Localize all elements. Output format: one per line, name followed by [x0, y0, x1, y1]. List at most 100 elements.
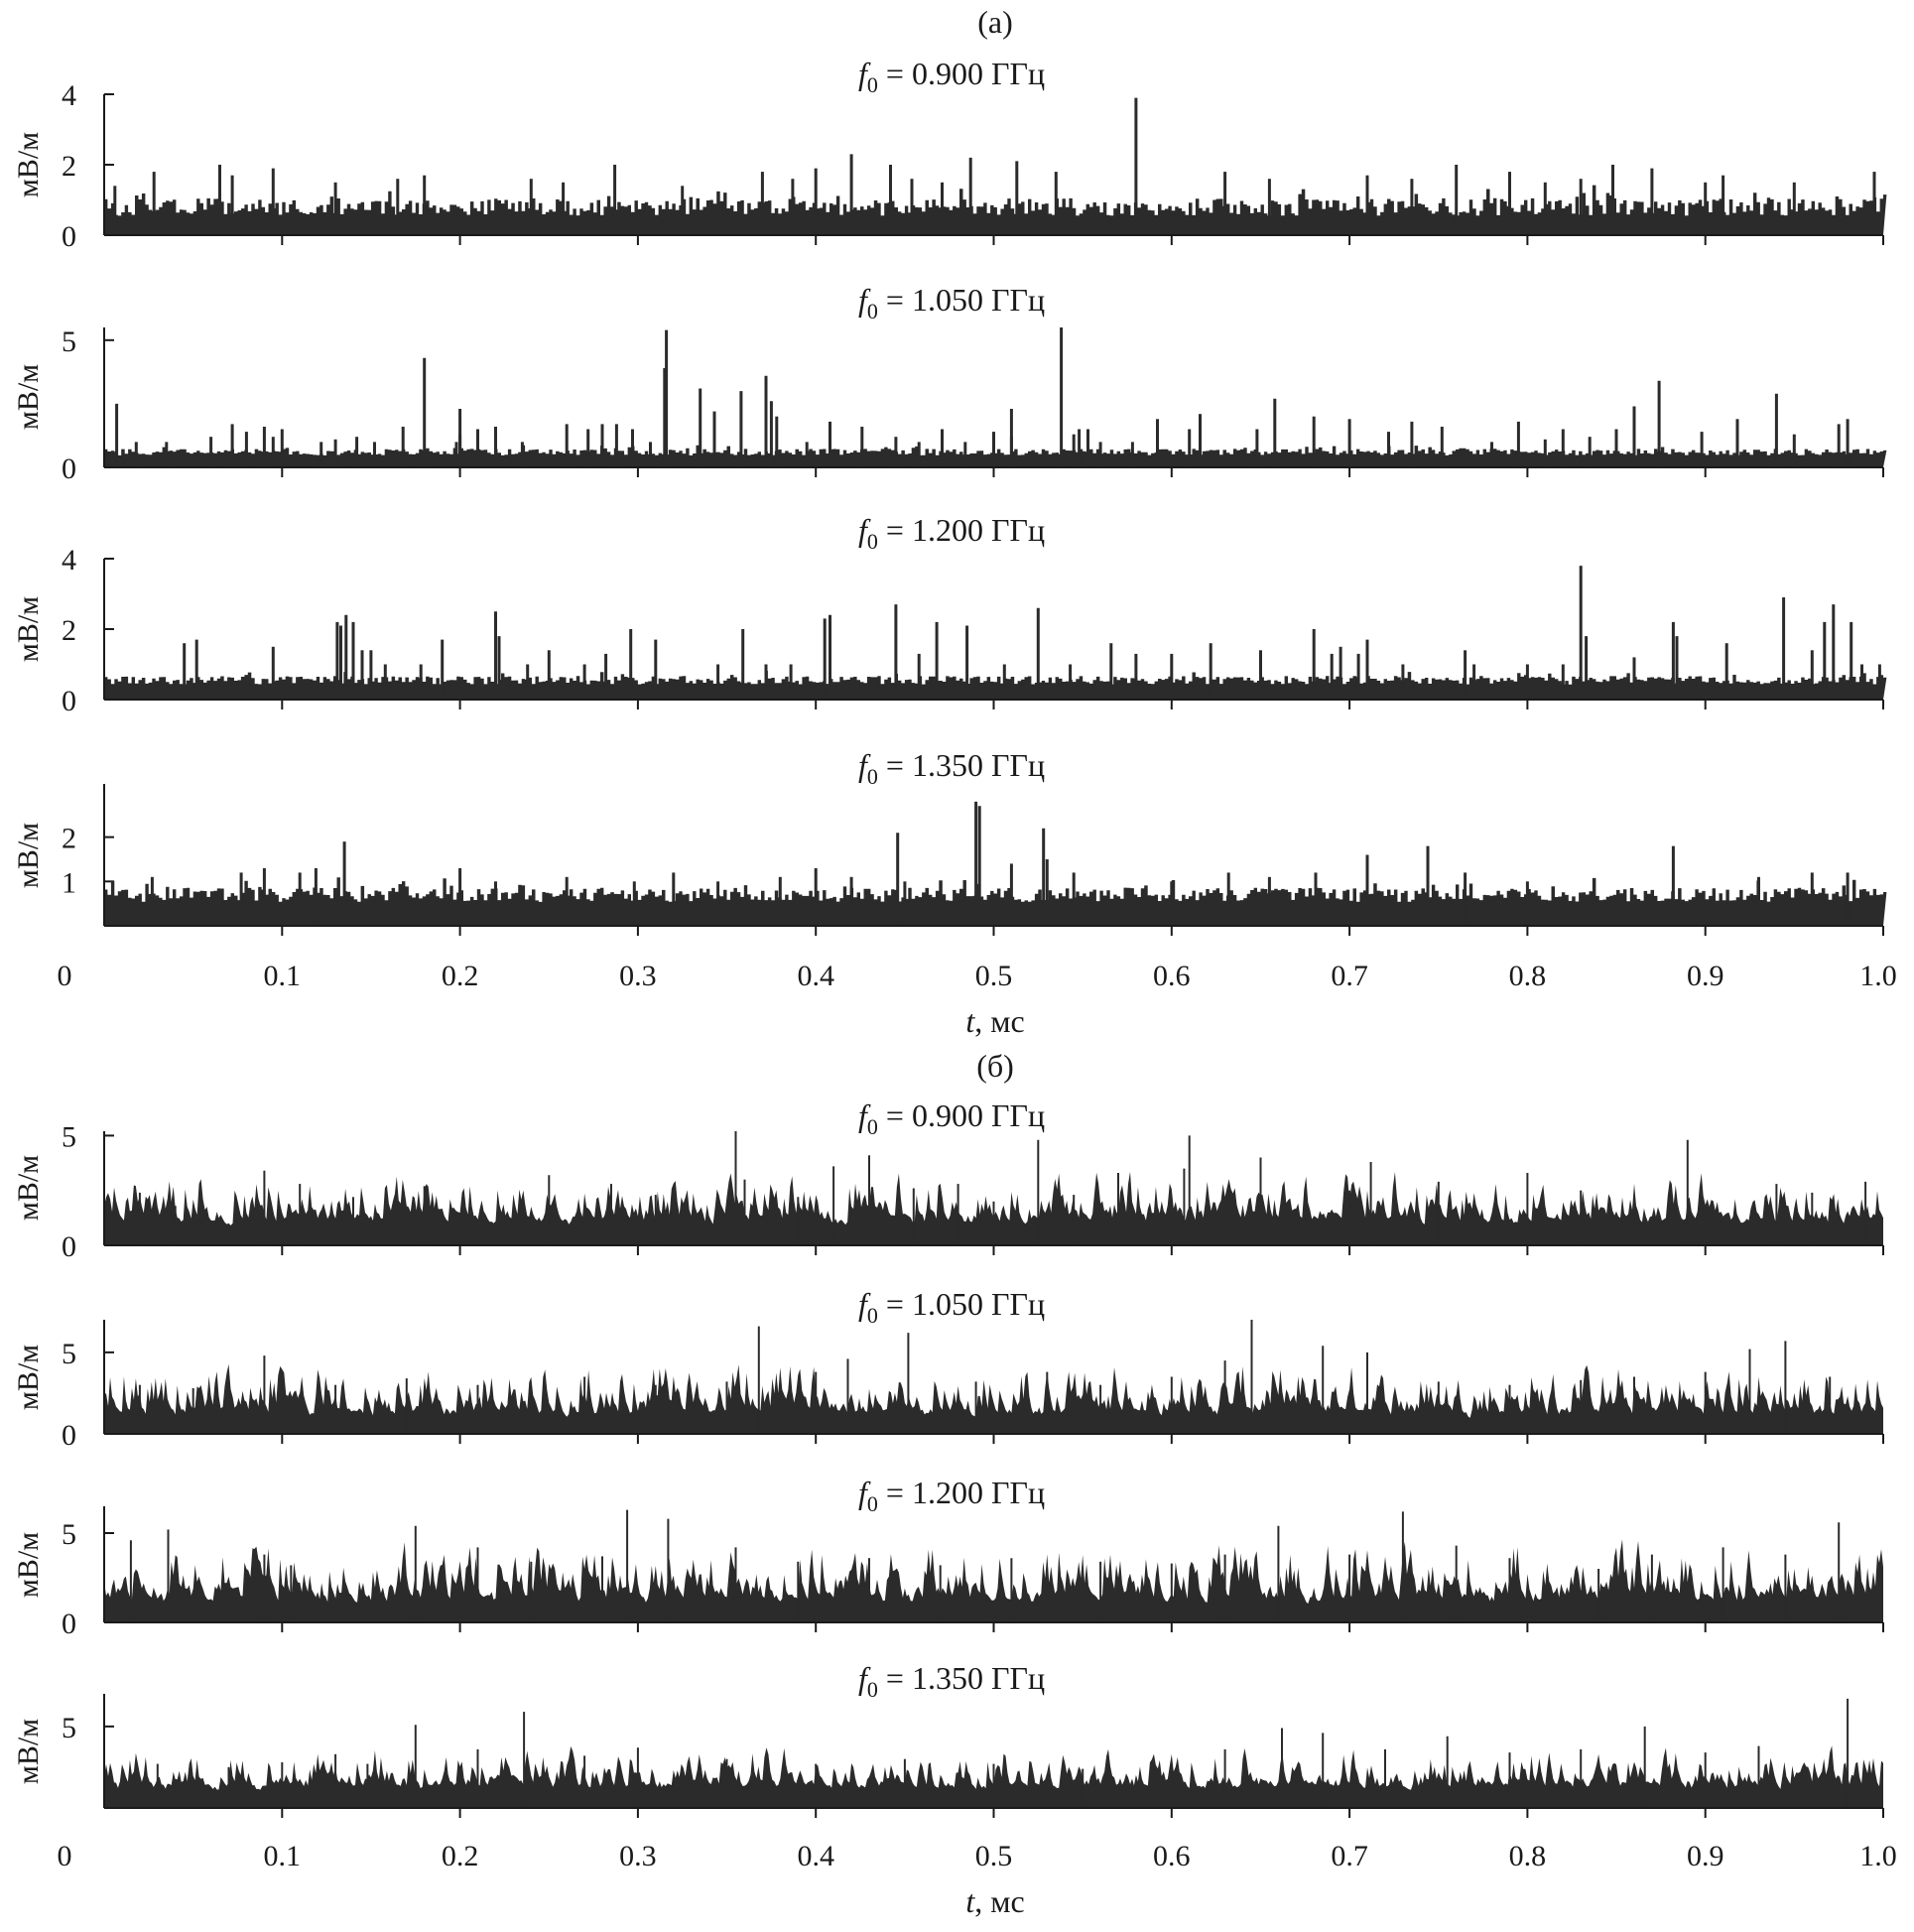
panel-b3-yticks: 05 [62, 1518, 114, 1640]
panel-a4: f0 = 1.350 ГГц мВ/м 12 [12, 747, 1887, 936]
xtick-label: 0.8 [1509, 960, 1547, 992]
panel-b2-ylabel: мВ/м [12, 1345, 45, 1410]
panel-b4-yticks: 5 [62, 1712, 114, 1744]
ytick-label: 5 [62, 325, 76, 358]
panel-a4-yticks: 12 [62, 823, 114, 899]
figure-b: (б) f0 = 0.900 ГГц мВ/м 05 f0 = 1.050 ГГц … [12, 1048, 1897, 1919]
xtick-label: 0.5 [975, 1840, 1013, 1872]
panel-a3: f0 = 1.200 ГГц мВ/м 0 2 4 [12, 512, 1887, 717]
ytick-label: 1 [62, 866, 76, 899]
figure-b-label: (б) [976, 1048, 1014, 1084]
panel-a2-yticks: 05 [62, 325, 114, 485]
xtick-label: 0.6 [1153, 1840, 1191, 1872]
ytick-label: 0 [62, 452, 76, 485]
xtick-label: 0.3 [619, 960, 657, 992]
panel-a2-xtick-marks [281, 467, 1884, 477]
xtick-label: 0.7 [1331, 1840, 1368, 1872]
xtick-label: 0.2 [442, 1840, 479, 1872]
xtick-label: 1.0 [1859, 1840, 1897, 1872]
signal-noise-area [104, 1539, 1883, 1622]
panel-b3-title: f0 = 1.200 ГГц [858, 1475, 1045, 1516]
panel-a1-signal [104, 97, 1887, 235]
xtick-label: 0.2 [442, 960, 479, 992]
xtick-label: 0 [58, 1840, 72, 1872]
ytick-label: 4 [62, 544, 76, 577]
panel-a3-signal [104, 566, 1887, 700]
panel-b1-xtick-marks [281, 1245, 1884, 1255]
ytick-label: 0 [62, 1230, 76, 1263]
xtick-label: 0.4 [797, 1840, 834, 1872]
panel-b3-signal [104, 1509, 1883, 1622]
ytick-label: 0 [62, 1608, 76, 1640]
ytick-label: 2 [62, 614, 76, 647]
panel-b2: f0 = 1.050 ГГц мВ/м 0 5 [12, 1286, 1884, 1452]
signal-noise-area [104, 445, 1887, 467]
panel-b1-ylabel: мВ/м [12, 1155, 45, 1221]
panel-a4-xtick-marks [281, 926, 1884, 936]
panel-a3-yticks: 0 2 4 [62, 544, 114, 717]
figure-a-label: (а) [977, 4, 1013, 40]
panel-a2-signal [104, 327, 1887, 467]
figure-b-xlabel: t, мс [965, 1883, 1024, 1919]
panel-a1-title: f0 = 0.900 ГГц [858, 56, 1045, 97]
xtick-label: 0.9 [1687, 960, 1724, 992]
panel-a3-title: f0 = 1.200 ГГц [858, 512, 1045, 554]
ytick-label: 5 [62, 1518, 76, 1551]
panel-a1-yticks: 0 2 4 [62, 79, 114, 253]
ytick-label: 0 [62, 220, 76, 253]
panel-b1-title: f0 = 0.900 ГГц [858, 1097, 1045, 1139]
ytick-label: 2 [62, 150, 76, 183]
xtick-label: 0.5 [975, 960, 1013, 992]
panel-a4-title: f0 = 1.350 ГГц [858, 747, 1045, 789]
panel-b4-xtick-marks [281, 1808, 1884, 1818]
xtick-label: 1.0 [1859, 960, 1897, 992]
xtick-label: 0.4 [797, 960, 834, 992]
panel-a4-ylabel: мВ/м [12, 823, 45, 888]
signal-noise-area [104, 1363, 1883, 1434]
signal-noise-area [104, 185, 1887, 235]
xtick-label: 0.8 [1509, 1840, 1547, 1872]
figure-a-xtick-labels: 0 0.1 0.2 0.3 0.4 0.5 0.6 0.7 0.8 0.9 1.0 [58, 960, 1897, 992]
panel-b1: f0 = 0.900 ГГц мВ/м 0 5 [12, 1097, 1884, 1263]
ytick-label: 5 [62, 1712, 76, 1744]
panel-a1-ylabel: мВ/м [12, 132, 45, 197]
figure-a: (а) f0 = 0.900 ГГц мВ/м 0 2 4 f0 = 1.050 ГГц… [12, 4, 1897, 1039]
xtick-label: 0.1 [264, 1840, 302, 1872]
ytick-label: 2 [62, 823, 76, 855]
signal-noise-area [104, 1745, 1883, 1808]
xtick-label: 0.3 [619, 1840, 657, 1872]
ytick-label: 4 [62, 79, 76, 112]
xtick-label: 0.7 [1331, 960, 1368, 992]
signal-noise-area [104, 877, 1887, 926]
panel-b4-ylabel: мВ/м [12, 1719, 45, 1784]
panel-b4-title: f0 = 1.350 ГГц [858, 1660, 1045, 1702]
panel-a2-ylabel: мВ/м [12, 364, 45, 430]
ytick-label: 0 [62, 1419, 76, 1452]
panel-a2-title: f0 = 1.050 ГГц [858, 282, 1045, 323]
panel-b3: f0 = 1.200 ГГц мВ/м 05 [12, 1475, 1884, 1640]
xtick-label: 0.6 [1153, 960, 1191, 992]
figure-b-xtick-labels: 0 0.1 0.2 0.3 0.4 0.5 0.6 0.7 0.8 0.9 1.0 [58, 1840, 1897, 1872]
panel-b1-signal [104, 1131, 1883, 1245]
xtick-label: 0.1 [264, 960, 302, 992]
xtick-label: 0.9 [1687, 1840, 1724, 1872]
ytick-label: 0 [62, 685, 76, 717]
panel-b4-signal [104, 1698, 1883, 1808]
panel-a3-xtick-marks [281, 700, 1884, 709]
ytick-label: 5 [62, 1338, 76, 1370]
panel-a1: f0 = 0.900 ГГц мВ/м 0 2 4 [12, 56, 1887, 253]
panel-b3-xtick-marks [281, 1622, 1884, 1632]
xtick-label: 0 [58, 960, 72, 992]
panel-a1-xtick-marks [281, 235, 1884, 245]
panel-b2-signal [104, 1320, 1883, 1434]
panel-a2: f0 = 1.050 ГГц мВ/м 05 [12, 282, 1887, 485]
figure-a-xlabel: t, мс [965, 1003, 1024, 1039]
panel-b2-xtick-marks [281, 1434, 1884, 1444]
panel-b2-title: f0 = 1.050 ГГц [858, 1286, 1045, 1328]
panel-a3-ylabel: мВ/м [12, 596, 45, 662]
panel-b3-ylabel: мВ/м [12, 1532, 45, 1598]
panel-a4-signal [104, 801, 1887, 926]
ytick-label: 5 [62, 1120, 76, 1153]
panel-b4: f0 = 1.350 ГГц мВ/м 5 [12, 1660, 1884, 1818]
